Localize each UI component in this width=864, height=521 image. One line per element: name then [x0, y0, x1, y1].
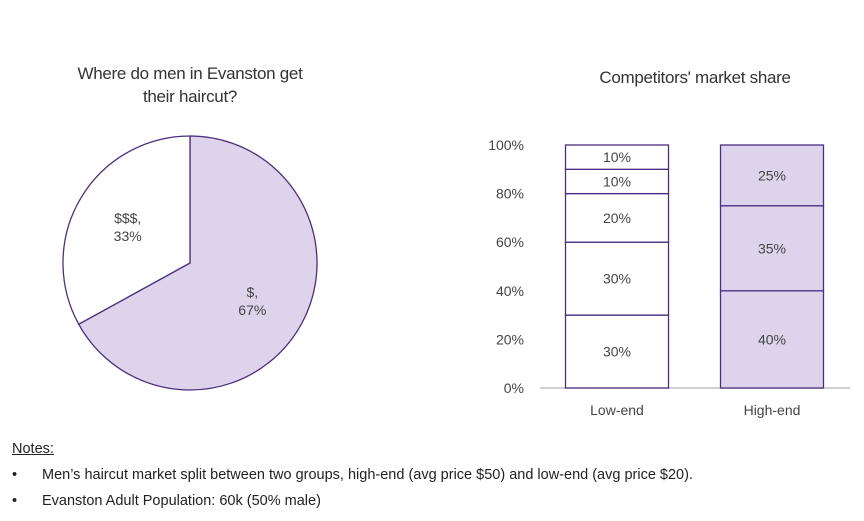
pie-slice [77, 135, 318, 391]
note-item: • Men’s haircut market split between two… [12, 467, 693, 483]
y-tick-label: 80% [496, 186, 524, 202]
x-tick-label: High-end [744, 402, 801, 418]
pie-slice-value: 33% [114, 228, 142, 244]
y-tick-label: 60% [496, 234, 524, 250]
note-text: Men’s haircut market split between two g… [42, 467, 693, 483]
notes-section: Notes: • Men’s haircut market split betw… [12, 441, 693, 519]
bar-segment [719, 290, 825, 389]
y-tick-label: 40% [496, 283, 524, 299]
bar-segment-label: 35% [758, 240, 786, 256]
bar-segment [564, 168, 670, 195]
pie-slice-value: 67% [238, 302, 266, 318]
notes-heading: Notes: [12, 441, 54, 457]
bar-segment-label: 10% [603, 149, 631, 165]
bar-segment-label: 10% [603, 173, 631, 189]
pie-slice-label: $$$, [114, 210, 141, 226]
x-tick-label: Low-end [590, 402, 644, 418]
bar-segment [564, 314, 670, 389]
y-tick-label: 20% [496, 331, 524, 347]
bar-segment-label: 30% [603, 271, 631, 287]
pie-chart-title: Where do men in Evanston get their hairc… [77, 64, 303, 106]
bar-segment [564, 241, 670, 316]
bar-segment [564, 144, 670, 170]
bullet-icon: • [12, 467, 18, 483]
pie-slice [62, 135, 191, 326]
bar-segment [719, 144, 825, 207]
y-tick-label: 0% [504, 380, 524, 396]
note-item: • Evanston Adult Population: 60k (50% ma… [12, 493, 693, 509]
bar-chart-title: Competitors' market share [599, 68, 791, 87]
bar-segment-label: 20% [603, 210, 631, 226]
bar-segment [564, 192, 670, 243]
bar-segment-label: 40% [758, 331, 786, 347]
note-text: Evanston Adult Population: 60k (50% male… [42, 493, 321, 509]
bar-segment-label: 25% [758, 167, 786, 183]
y-tick-label: 100% [488, 137, 524, 153]
bar-segment [719, 205, 825, 292]
bullet-icon: • [12, 493, 18, 509]
pie-slice-label: $, [246, 284, 258, 300]
bar-segment-label: 30% [603, 344, 631, 360]
